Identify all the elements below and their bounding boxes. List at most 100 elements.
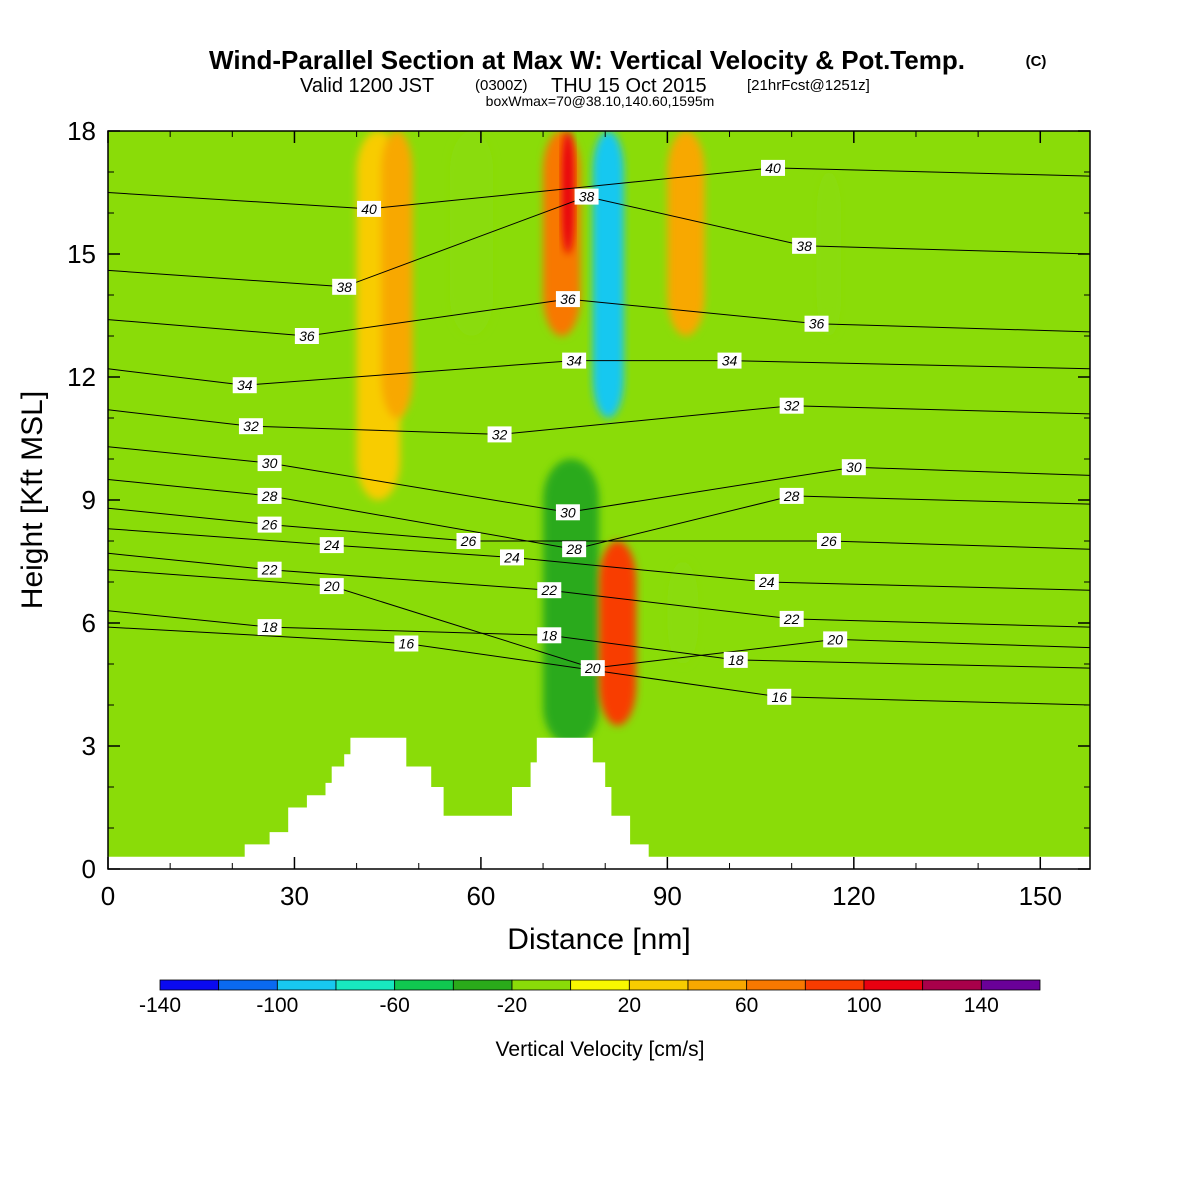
contour-label: 36 xyxy=(294,328,319,344)
contour-label-text: 20 xyxy=(323,578,340,594)
contour-label-bg xyxy=(723,651,748,668)
colorbar-swatch xyxy=(335,979,396,991)
contour-label-text: 28 xyxy=(783,488,800,504)
contour-label-bg xyxy=(754,574,779,590)
contour-label-text: 38 xyxy=(796,238,812,254)
contour-label-text: 40 xyxy=(765,160,781,176)
colorbar-tick-label: 140 xyxy=(964,994,999,1017)
contour-label-bg xyxy=(487,426,512,443)
contour-label-text: 26 xyxy=(261,517,278,533)
contour-label-text: 22 xyxy=(783,611,800,627)
contour-label-bg xyxy=(816,533,841,549)
contour-label-bg xyxy=(294,328,319,344)
colorbar-tick-label: -100 xyxy=(256,994,298,1017)
contour-label-bg xyxy=(232,377,257,394)
contour-label: 30 xyxy=(841,459,866,476)
contour-label-bg xyxy=(823,631,848,648)
contour-label-bg xyxy=(257,619,282,636)
y-tick-label: 0 xyxy=(82,854,96,884)
colorbar-swatch xyxy=(746,979,806,991)
contour-label-text: 36 xyxy=(560,291,576,307)
contour-label-bg xyxy=(394,635,419,652)
contour-label: 30 xyxy=(555,504,580,521)
colorbar: -140 -100 -60 -20 20 60 100 140 xyxy=(139,979,1041,1017)
contour-label-text: 32 xyxy=(243,418,259,434)
y-tick-label: 3 xyxy=(82,731,96,761)
contour-label: 18 xyxy=(537,627,562,644)
contour-label-text: 20 xyxy=(826,631,843,647)
y-axis-title: Height [Kft MSL] xyxy=(16,391,49,609)
colorbar-swatch xyxy=(922,979,982,991)
plot-area: 40 40 38 38 38 36 36 36 34 34 34 32 32 32 30 30 30 28 28 28… xyxy=(108,131,1090,869)
contour-label-bg xyxy=(562,352,587,369)
colorbar-swatch xyxy=(159,979,220,991)
colorbar-tick-label: -140 xyxy=(139,994,181,1017)
box-info: boxWmax=70@38.10,140.60,1595m xyxy=(486,93,715,109)
x-axis-title: Distance [nm] xyxy=(507,923,690,956)
colorbar-swatch xyxy=(276,979,337,991)
colorbar-swatch xyxy=(394,979,454,991)
contour-label-text: 24 xyxy=(503,549,520,565)
x-tick-label: 90 xyxy=(653,881,682,911)
colorbar-swatch xyxy=(452,979,513,991)
chart-title: Wind-Parallel Section at Max W: Vertical… xyxy=(209,45,965,75)
contour-label: 34 xyxy=(562,352,587,369)
contour-label-text: 24 xyxy=(758,574,775,590)
contour-label-text: 28 xyxy=(565,541,582,557)
contour-label-text: 18 xyxy=(541,627,557,643)
contour-label-bg xyxy=(767,688,792,705)
x-tick-label: 0 xyxy=(101,881,115,911)
contour-label: 26 xyxy=(816,533,841,549)
colorbar-swatch xyxy=(570,979,630,991)
title-mark: (C) xyxy=(1026,53,1047,70)
valid-date: THU 15 Oct 2015 xyxy=(551,75,707,97)
contour-label-bg xyxy=(257,516,282,533)
terrain xyxy=(108,737,1090,869)
contour-label: 16 xyxy=(767,688,792,705)
contour-label-bg xyxy=(555,291,580,308)
velocity-field xyxy=(356,131,842,746)
contour-label-bg xyxy=(456,533,481,549)
y-tick-label: 18 xyxy=(67,116,96,146)
contour-label-bg xyxy=(717,352,742,369)
contour-label-text: 16 xyxy=(771,689,787,705)
contour-label: 34 xyxy=(717,352,742,369)
contour-label-text: 24 xyxy=(323,537,340,553)
colorbar-tick-label: 100 xyxy=(846,994,881,1017)
contour-label-text: 32 xyxy=(784,398,800,414)
contour-label: 22 xyxy=(537,582,562,599)
contour-label-text: 32 xyxy=(492,426,508,442)
contour-label-bg xyxy=(257,561,282,578)
contour-label-bg xyxy=(555,504,580,521)
contour-label-bg xyxy=(499,549,524,566)
contour-label: 16 xyxy=(394,635,419,652)
velocity-region xyxy=(667,131,705,336)
contour-label-text: 18 xyxy=(728,652,744,668)
contour-label-text: 30 xyxy=(262,455,278,471)
contour-label: 38 xyxy=(792,237,817,254)
contour-label-text: 30 xyxy=(846,459,862,475)
contour-label-text: 18 xyxy=(262,619,278,635)
colorbar-swatch xyxy=(687,979,748,991)
valid-utc: (0300Z) xyxy=(475,77,528,94)
contour-label: 18 xyxy=(257,619,282,636)
contour-label-text: 38 xyxy=(579,189,595,205)
colorbar-swatch xyxy=(863,979,924,991)
contour-label-text: 38 xyxy=(336,279,352,295)
contour-label: 28 xyxy=(779,487,804,504)
velocity-region xyxy=(449,131,494,336)
contour-label-bg xyxy=(562,541,587,558)
contour-label: 40 xyxy=(357,200,382,217)
contour-label-bg xyxy=(779,487,804,504)
contour-label: 36 xyxy=(804,315,829,332)
contour-label-bg xyxy=(537,627,562,644)
colorbar-swatch xyxy=(218,979,278,991)
contour-label-bg xyxy=(238,418,263,435)
contour-label-bg xyxy=(537,582,562,599)
contour-label: 38 xyxy=(332,278,357,295)
contour-label: 30 xyxy=(257,455,282,472)
x-tick-label: 150 xyxy=(1019,881,1062,911)
contour-label-bg xyxy=(779,397,804,414)
contour-label: 32 xyxy=(238,418,263,435)
contour-label-text: 30 xyxy=(560,504,576,520)
